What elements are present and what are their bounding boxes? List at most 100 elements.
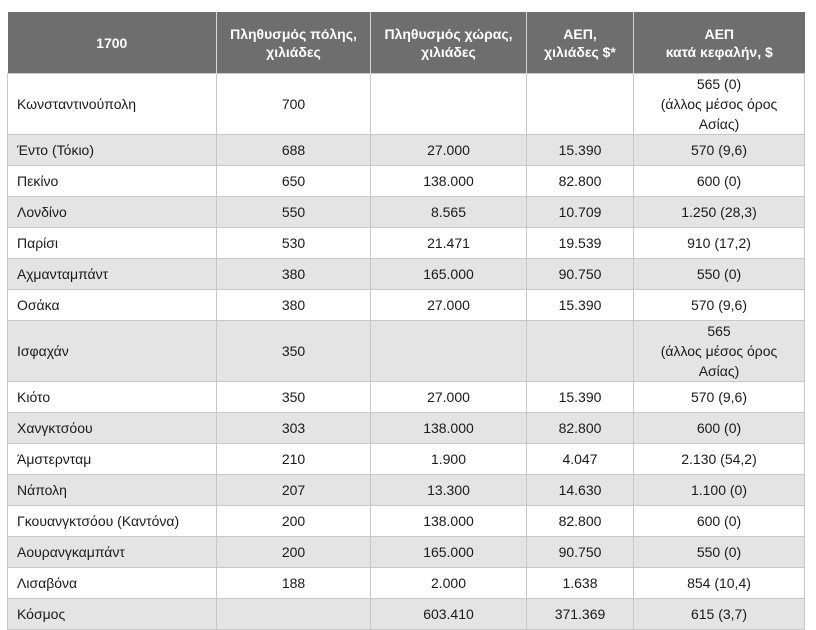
table-row: Αχμανταμπάντ 380 165.000 90.750 550 (0): [7, 258, 805, 290]
country-population-cell: 27.000: [370, 289, 527, 321]
gdp-cell: [526, 320, 634, 382]
gdp-cell: 1.638: [526, 567, 634, 599]
country-population-cell: 27.000: [370, 134, 527, 166]
city-name-value: Άμστερνταμ: [17, 451, 92, 467]
gdp-per-capita-value: 600 (0): [696, 513, 742, 529]
gdp-cell: 371.369: [526, 598, 634, 630]
gdp-per-capita-cell: 1.250 (28,3): [633, 196, 805, 228]
city-name-value: Κωνσταντινούπολη: [17, 96, 137, 112]
gdp-cell: 90.750: [526, 258, 634, 290]
gdp-per-capita-note: (άλλος μέσος όρος Ασίας): [660, 96, 778, 132]
table-row: Αουρανγκαμπάντ 200 165.000 90.750 550 (0): [7, 536, 805, 568]
country-population-cell: 138.000: [370, 165, 527, 197]
gdp-cell: 82.800: [526, 505, 634, 537]
city-population-value: 200: [281, 513, 306, 529]
table-row: Παρίσι 530 21.471 19.539 910 (17,2): [7, 227, 805, 259]
table-body: Κωνσταντινούπολη 700 565 (0) (άλλος μέσος ό…: [7, 73, 805, 630]
gdp-value: 82.800: [558, 513, 602, 529]
gdp-per-capita-cell: 910 (17,2): [633, 227, 805, 259]
country-population-value: 138.000: [423, 513, 474, 529]
city-population-cell: [216, 598, 371, 630]
city-population-cell: 688: [216, 134, 371, 166]
city-population-value: 350: [281, 389, 306, 405]
gdp-per-capita-cell: 550 (0): [633, 258, 805, 290]
city-population-cell: 188: [216, 567, 371, 599]
country-population-value: 165.000: [423, 544, 474, 560]
country-population-value: 27.000: [427, 142, 470, 158]
gdp-value: 14.630: [558, 482, 602, 498]
country-population-value: 165.000: [423, 266, 474, 282]
city-population-value: 380: [281, 297, 306, 313]
country-population-value: 21.471: [427, 235, 470, 251]
gdp-cell: 15.390: [526, 289, 634, 321]
gdp-per-capita-cell: 570 (9,6): [633, 134, 805, 166]
gdp-value: 371.369: [554, 606, 606, 622]
country-population-cell: 165.000: [370, 258, 527, 290]
gdp-per-capita-cell: 570 (9,6): [633, 289, 805, 321]
city-population-value: 650: [281, 173, 306, 189]
gdp-per-capita-note: (άλλος μέσος όρος Ασίας): [660, 343, 778, 379]
city-population-value: 688: [281, 142, 306, 158]
city-name-cell: Λισαβόνα: [7, 567, 217, 599]
city-population-cell: 200: [216, 505, 371, 537]
gdp-cell: 14.630: [526, 474, 634, 506]
gdp-value: 90.750: [558, 266, 602, 282]
city-name-cell: Αουρανγκαμπάντ: [7, 536, 217, 568]
city-name-cell: Πεκίνο: [7, 165, 217, 197]
gdp-cell: [526, 73, 634, 135]
city-population-value: 303: [281, 420, 306, 436]
city-name-value: Χανγκτσόου: [17, 420, 93, 436]
gdp-per-capita-value: 565 (0): [696, 76, 742, 92]
gdp-per-capita-value: 1.250 (28,3): [681, 204, 757, 220]
city-name-value: Λονδίνο: [17, 204, 67, 220]
country-population-cell: 27.000: [370, 381, 527, 413]
header-gdp-per-capita: ΑΕΠ κατά κεφαλήν, $: [633, 12, 805, 74]
gdp-value: 15.390: [558, 297, 602, 313]
city-population-cell: 210: [216, 443, 371, 475]
data-table: 1700 Πληθυσμός πόλης, χιλιάδες Πληθυσμός χώ…: [7, 12, 805, 630]
city-name-value: Κόσμος: [17, 606, 66, 622]
city-name-cell: Αχμανταμπάντ: [7, 258, 217, 290]
table-row: Λισαβόνα 188 2.000 1.638 854 (10,4): [7, 567, 805, 599]
city-population-cell: 380: [216, 258, 371, 290]
city-name-cell: Λονδίνο: [7, 196, 217, 228]
header-gdp-line-1: ΑΕΠ,: [563, 25, 597, 42]
gdp-value: 19.539: [558, 235, 602, 251]
table-row: Άμστερνταμ 210 1.900 4.047 2.130 (54,2): [7, 443, 805, 475]
city-name-cell: Ισφαχάν: [7, 320, 217, 382]
gdp-per-capita-value: 600 (0): [696, 420, 742, 436]
country-population-cell: 13.300: [370, 474, 527, 506]
table-header: 1700 Πληθυσμός πόλης, χιλιάδες Πληθυσμός χώ…: [7, 12, 805, 74]
table-row: Κωνσταντινούπολη 700 565 (0) (άλλος μέσος ό…: [7, 73, 805, 135]
gdp-value: 82.800: [558, 420, 602, 436]
gdp-per-capita-value: 550 (0): [696, 544, 742, 560]
city-name-cell: Χανγκτσόου: [7, 412, 217, 444]
gdp-per-capita-value: 600 (0): [696, 173, 742, 189]
gdp-value: 15.390: [558, 389, 602, 405]
header-gdp-per-capita-line-2: κατά κεφαλήν, $: [665, 43, 773, 60]
table-row: Οσάκα 380 27.000 15.390 570 (9,6): [7, 289, 805, 321]
city-name-cell: Οσάκα: [7, 289, 217, 321]
country-population-value: 2.000: [430, 575, 467, 591]
city-name-value: Νάπολη: [17, 482, 67, 498]
gdp-cell: 4.047: [526, 443, 634, 475]
country-population-cell: 21.471: [370, 227, 527, 259]
city-name-value: Έντο (Τόκιο): [17, 142, 95, 158]
city-name-value: Λισαβόνα: [17, 575, 78, 591]
country-population-value: 603.410: [423, 606, 474, 622]
country-population-cell: 138.000: [370, 505, 527, 537]
city-population-cell: 303: [216, 412, 371, 444]
header-year-line-1: 1700: [96, 34, 128, 51]
gdp-per-capita-cell: 570 (9,6): [633, 381, 805, 413]
city-population-value: 188: [281, 575, 306, 591]
country-population-value: 27.000: [427, 297, 470, 313]
header-country-population-line-2: χιλιάδες: [421, 43, 476, 60]
city-name-cell: Άμστερνταμ: [7, 443, 217, 475]
gdp-per-capita-cell: 854 (10,4): [633, 567, 805, 599]
table-row: Κόσμος 603.410 371.369 615 (3,7): [7, 598, 805, 630]
gdp-cell: 90.750: [526, 536, 634, 568]
city-population-cell: 650: [216, 165, 371, 197]
gdp-per-capita-value: 615 (3,7): [690, 606, 748, 622]
city-name-value: Αχμανταμπάντ: [17, 266, 109, 282]
city-population-cell: 350: [216, 381, 371, 413]
